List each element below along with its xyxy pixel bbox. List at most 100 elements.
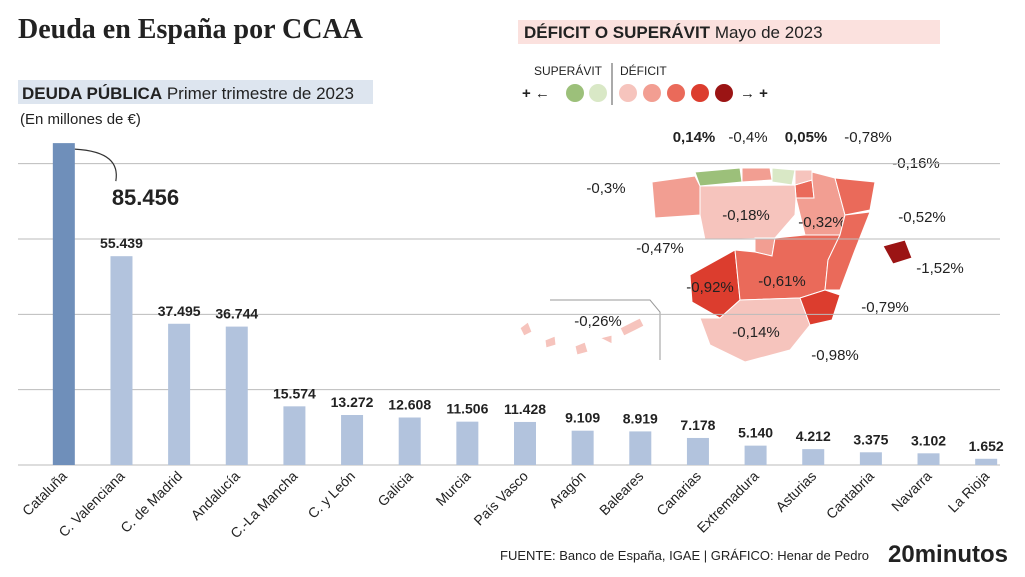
legend-swatch [566, 84, 584, 102]
x-tick-label: Baleares [596, 468, 646, 518]
region-label: -0,78% [844, 129, 892, 146]
map-legend: SUPERÁVIT DÉFICIT + ← → + [522, 63, 768, 105]
bar [456, 421, 479, 465]
legend-left: + ← [522, 85, 550, 102]
value-label: 1.652 [969, 438, 1004, 454]
map: 0,14% -0,4% 0,05% -0,78%-0,16%-0,3%-0,18% -0… [519, 129, 964, 364]
bar [629, 431, 652, 465]
value-label: 11.428 [504, 401, 546, 417]
region [882, 239, 913, 265]
legend-swatch [691, 84, 709, 102]
region-label: -0,52% [898, 209, 946, 226]
bar [514, 421, 536, 465]
region [699, 184, 797, 241]
x-tick-label: Canarias [653, 468, 704, 519]
x-tick-label: Asturias [772, 468, 819, 515]
main-title: Deuda en España por CCAA [18, 14, 364, 45]
x-tick-label: Extremadura [694, 468, 762, 536]
value-label: 12.608 [388, 397, 431, 413]
bar [398, 417, 421, 465]
region-label: -0,92% [686, 279, 734, 296]
bar [917, 453, 940, 465]
bar-title: DEUDA PÚBLICA [22, 84, 162, 103]
region [771, 167, 796, 186]
value-label: 9.109 [565, 410, 600, 426]
region-label: -0,26% [574, 313, 622, 330]
value-label: 3.375 [853, 431, 888, 447]
x-tick-label: Cataluña [19, 468, 70, 519]
region-label: -0,3% [586, 180, 625, 197]
value-label: 5.140 [738, 425, 773, 441]
legend-swatch [619, 84, 637, 102]
bar [975, 458, 998, 465]
x-tick-label: Navarra [888, 468, 935, 515]
x-tick-label: Andalucía [188, 468, 243, 523]
region-label: -0,98% [811, 347, 859, 364]
bar [744, 445, 767, 465]
legend-swatch [715, 84, 733, 102]
region [619, 317, 645, 337]
unit-note: (En millones de €) [20, 111, 141, 128]
logo: 20minutos [888, 541, 1008, 568]
bar [571, 430, 594, 465]
region [544, 335, 557, 349]
region [519, 321, 533, 337]
bar [686, 437, 709, 465]
value-label: 55.439 [100, 235, 143, 251]
x-tick-label: Cantabria [823, 468, 877, 522]
source: FUENTE: Banco de España, IGAE [500, 548, 700, 563]
region-label: 0,05% [785, 129, 828, 146]
legend-swatch [589, 84, 607, 102]
region-label: -0,4% [728, 129, 767, 146]
separator: | [704, 548, 707, 563]
map-title-bg [518, 20, 940, 44]
region [834, 177, 876, 216]
region-label: -0,32% [798, 214, 846, 231]
value-label: 4.212 [796, 428, 831, 444]
bar-subtitle: Primer trimestre de 2023 [167, 84, 354, 103]
subtitle-bg [18, 80, 373, 104]
value-label: 37.495 [158, 303, 201, 319]
bar [52, 143, 75, 466]
value-label: 85.456 [112, 185, 179, 210]
legend-swatch [643, 84, 661, 102]
map-title: DÉFICIT O SUPERÁVIT [524, 23, 711, 42]
value-label: 8.919 [623, 410, 658, 426]
region [694, 167, 743, 187]
region-label: -0,14% [732, 324, 780, 341]
x-tick-label: Murcia [432, 468, 473, 509]
value-label: 7.178 [680, 417, 715, 433]
legend-swatch [667, 84, 685, 102]
map-heading: DÉFICIT O SUPERÁVIT Mayo de 2023 [524, 23, 823, 42]
region [741, 167, 773, 183]
legend-right: → + [740, 85, 768, 102]
bar [168, 323, 191, 465]
x-tick-label: C. de Madrid [117, 468, 185, 536]
region [574, 341, 589, 356]
region-label: 0,14% [673, 129, 716, 146]
x-tick-label: C. y León [304, 468, 358, 522]
credit: GRÁFICO: Henar de Pedro [711, 548, 869, 563]
region-label: -1,52% [916, 260, 964, 277]
legend-deficit: DÉFICIT [620, 63, 667, 78]
bar [802, 449, 825, 465]
canarias-frame [550, 299, 661, 360]
region-label: -0,61% [758, 273, 806, 290]
footer: FUENTE: Banco de España, IGAE | GRÁFICO:… [500, 548, 869, 563]
x-tick-label: Aragón [546, 468, 589, 511]
x-tick-label: Galicia [374, 468, 416, 510]
region-label: -0,79% [861, 299, 909, 316]
value-label: 11.506 [446, 401, 488, 417]
region-label: -0,47% [636, 240, 684, 257]
value-label: 15.574 [273, 385, 316, 401]
value-label: 3.102 [911, 432, 946, 448]
region [598, 334, 613, 345]
bar [859, 452, 882, 465]
legend-surplus: SUPERÁVIT [534, 63, 603, 78]
region-label: -0,18% [722, 207, 770, 224]
value-label: 36.744 [215, 306, 258, 322]
map-subtitle: Mayo de 2023 [715, 23, 823, 42]
bar [341, 415, 364, 465]
bar-heading: DEUDA PÚBLICA Primer trimestre de 2023 [22, 84, 354, 103]
